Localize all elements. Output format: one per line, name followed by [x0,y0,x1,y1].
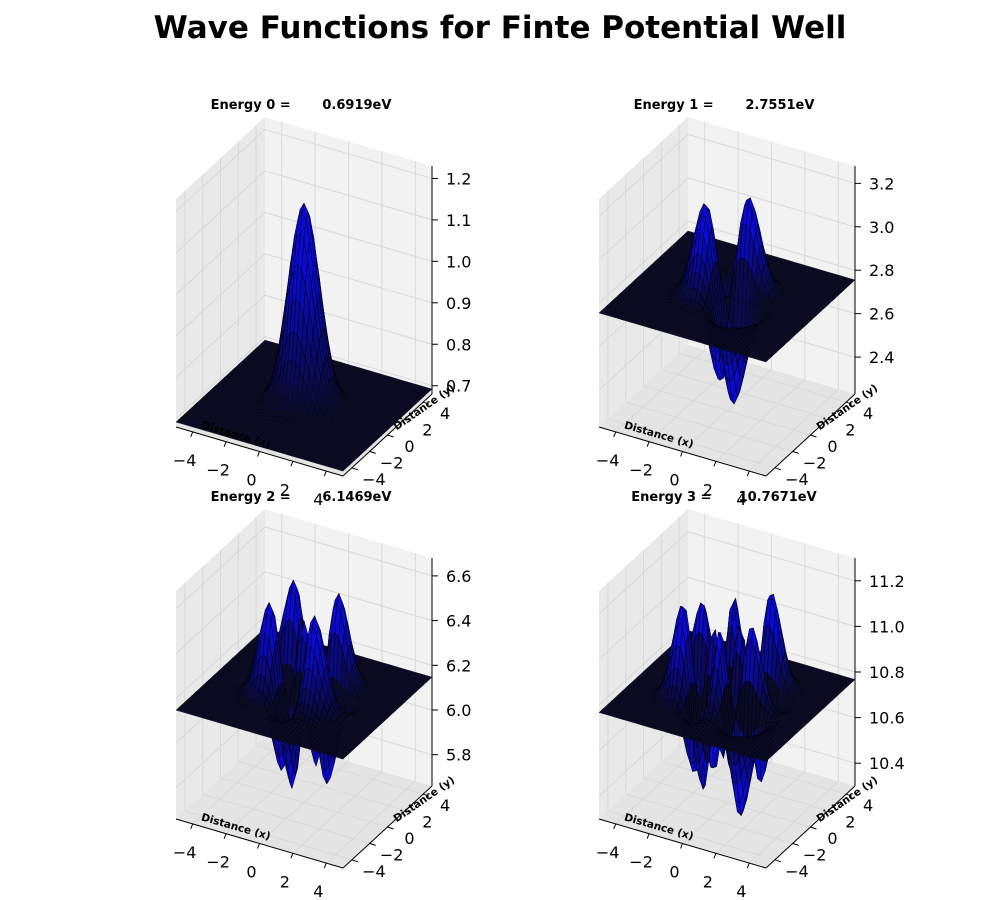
surface-plot-0: −4−2024−4−20240.70.80.91.01.11.2Distance… [173,98,472,509]
panel-title: Energy 0 = 0.6919eV [211,98,392,113]
grid-line [264,211,433,262]
subplot-energy-2: −4 −2 0 2 4 −4 −2 0 2 4 5.8 6.0 6.2 6.4 6.6 Distance (x… [0,477,500,900]
surface-facet [338,467,346,472]
grid-line [175,571,266,654]
grid-line [175,170,266,254]
y-tick-label: 4 [863,404,873,423]
x-tick-mark [257,451,260,457]
z-tick-label: 1.1 [446,211,471,230]
y-tick-mark [387,434,394,438]
x-tick-mark [646,441,650,447]
grid-line [175,129,266,212]
grid-line [238,761,406,812]
y-tick-label: −2 [803,453,827,472]
grid-line [175,294,266,378]
y-tick-mark [792,450,799,454]
x-tick-mark [290,461,294,467]
grid-line [175,615,266,699]
x-tick-mark [323,470,327,477]
x-tick-label: −4 [173,451,197,470]
x-tick-mark [713,461,717,467]
grid-line [264,128,433,179]
y-tick-label: −2 [380,453,404,472]
x-tick-label: 0 [246,471,256,490]
grid-line [292,770,383,854]
subplot-energy-0: −4 −2 0 2 4 −4 −2 0 2 4 0.7 0.8 0.9 1.0 1.1 1.2 Distance… [0,85,500,509]
grid-line [598,220,689,304]
grid-line [175,336,266,420]
z-tick-label: 2.8 [869,261,894,280]
z-tick-label: 3.0 [869,218,894,237]
z-tick-label: 0.7 [446,377,471,396]
x-tick-label: 2 [703,480,713,499]
panel-title: Energy 1 = 2.7551eV [634,98,815,113]
z-tick-label: 2.4 [869,348,894,367]
grid-line [598,134,689,217]
surface-facet [761,358,769,363]
y-tick-mark [810,434,817,438]
y-tick-mark [405,418,412,422]
y-tick-label: 0 [404,437,414,456]
x-tick-mark [680,451,683,457]
y-tick-label: −4 [785,470,809,489]
y-tick-mark [828,418,835,422]
grid-line [264,571,433,622]
grid-line [687,220,856,271]
subplot-energy-1: −4 −2 0 2 4 −4 −2 0 2 4 2.4 2.6 2.8 3.0 3.2 Distance (x… [423,85,923,509]
y-tick-mark [369,450,376,454]
grid-line [175,211,266,295]
x-tick-label: −2 [629,461,653,480]
grid-line [325,780,416,864]
x-tick-label: 2 [280,480,290,499]
z-tick-label: 2.6 [869,305,894,324]
grid-line [220,777,388,828]
y-tick-label: 2 [422,421,432,440]
y-tick-label: 0 [827,437,837,456]
x-tick-label: −4 [596,451,620,470]
x-tick-mark [223,441,227,447]
y-tick-mark [845,401,853,405]
y-tick-label: 4 [440,404,450,423]
x-tick-label: 4 [736,490,746,509]
surface-mesh [175,202,433,472]
y-tick-label: 2 [845,421,855,440]
y-tick-label: −4 [362,470,386,489]
y-tick-mark [774,467,782,471]
x-tick-mark [613,431,617,438]
grid-line [687,177,856,228]
y-tick-mark [422,401,430,405]
grid-line [643,385,811,436]
z-tick-label: 0.9 [446,294,471,313]
x-tick-label: −2 [206,461,230,480]
grid-line [661,369,829,420]
z-tick-label: 1.0 [446,252,471,271]
z-tick-label: 0.8 [446,335,471,354]
grid-line [264,170,433,221]
grid-line [687,133,856,184]
grid-line [264,526,433,577]
x-tick-mark [746,470,750,477]
figure-title: Wave Functions for Finte Potential Well [153,10,847,46]
z-tick-label: 1.2 [446,169,471,188]
surface-mesh [175,579,433,790]
surface-mesh [598,197,856,405]
y-tick-mark [351,467,359,471]
grid-line [598,177,689,261]
grid-line [715,378,806,462]
grid-line [175,253,266,337]
grid-line [748,388,839,472]
z-tick-label: 3.2 [869,174,894,193]
x-tick-label: 4 [313,490,323,509]
grid-line [678,352,847,403]
grid-line [175,526,266,610]
x-tick-label: 0 [669,471,679,490]
x-tick-mark [190,431,194,438]
